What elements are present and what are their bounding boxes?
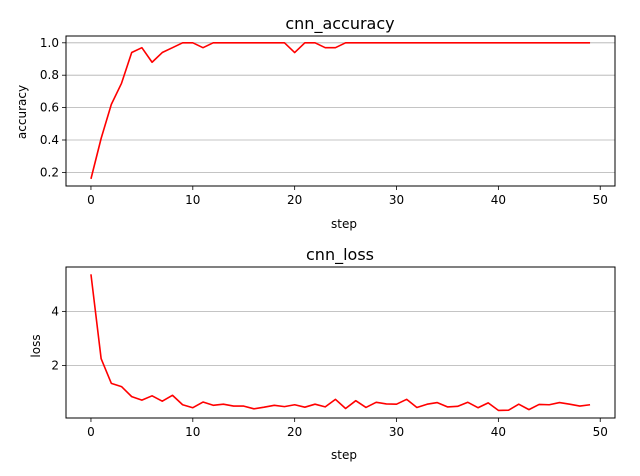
accuracy-axes-frame xyxy=(65,35,616,187)
accuracy-x-ticks: 0 10 20 30 40 50 xyxy=(87,186,608,207)
accuracy-y-tick-label-4: 1.0 xyxy=(40,36,59,50)
loss-x-ticks: 0 10 20 30 40 50 xyxy=(87,418,608,439)
loss-x-tick-label-1: 10 xyxy=(185,425,200,439)
accuracy-x-tick-label-3: 30 xyxy=(389,193,404,207)
loss-x-tick-label-3: 30 xyxy=(389,425,404,439)
loss-gridlines xyxy=(66,310,615,366)
loss-y-ticks: 24 xyxy=(51,304,66,373)
loss-x-tick-label-5: 50 xyxy=(593,425,608,439)
loss-x-tick-label-2: 20 xyxy=(287,425,302,439)
accuracy-y-ticks: 0.2 0.4 0.6 0.8 1.0 xyxy=(40,36,66,179)
loss-title: cnn_loss xyxy=(306,245,374,265)
loss-x-tick-label-4: 40 xyxy=(491,425,506,439)
accuracy-x-tick-label-4: 40 xyxy=(491,193,506,207)
loss-axes-frame xyxy=(65,266,616,419)
accuracy-gridlines xyxy=(66,42,615,173)
accuracy-y-tick-label-0: 0.2 xyxy=(40,165,59,179)
accuracy-x-tick-label-0: 0 xyxy=(87,193,95,207)
accuracy-y-tick-label-2: 0.6 xyxy=(40,101,59,115)
accuracy-plot: cnn_accuracy 0 10 20 30 40 50 0.2 0.4 0.6 0.8 1.0… xyxy=(15,14,616,231)
accuracy-y-axis-label: accuracy xyxy=(15,85,29,139)
accuracy-x-tick-label-2: 20 xyxy=(287,193,302,207)
loss-series-line xyxy=(90,274,591,412)
loss-y-tick-label-0: 2 xyxy=(51,359,59,373)
loss-plot: cnn_loss 0 10 20 30 40 50 24 step loss xyxy=(29,245,616,462)
accuracy-x-axis-label: step xyxy=(331,217,357,231)
accuracy-y-tick-label-3: 0.8 xyxy=(40,68,59,82)
accuracy-series-line xyxy=(90,42,591,180)
loss-y-tick-label-1: 4 xyxy=(51,304,59,318)
loss-x-tick-label-0: 0 xyxy=(87,425,95,439)
loss-y-axis-label: loss xyxy=(29,334,43,357)
loss-x-axis-label: step xyxy=(331,448,357,462)
accuracy-title: cnn_accuracy xyxy=(285,14,394,34)
accuracy-x-tick-label-1: 10 xyxy=(185,193,200,207)
accuracy-x-tick-label-5: 50 xyxy=(593,193,608,207)
accuracy-y-tick-label-1: 0.4 xyxy=(40,133,59,147)
